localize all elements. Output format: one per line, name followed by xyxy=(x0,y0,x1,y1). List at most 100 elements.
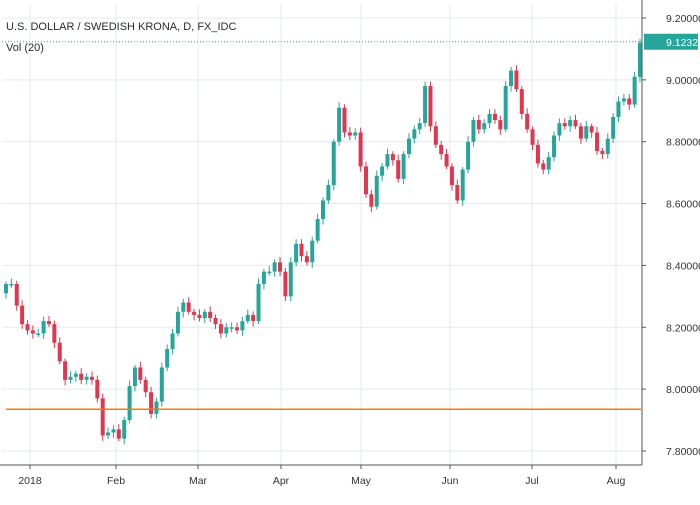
candle-body xyxy=(433,126,438,145)
candle-body xyxy=(68,376,73,380)
overlays: 9.12320 xyxy=(2,33,700,410)
candle-body xyxy=(256,283,261,322)
x-tick-label: May xyxy=(351,475,372,487)
axes: 9.20000 9.00000 8.80000 8.60000 8.40000 8.200… xyxy=(0,0,700,487)
y-tick-label: 7.80000 xyxy=(666,446,700,458)
candle-body xyxy=(552,135,557,158)
candle-body xyxy=(267,271,272,274)
candle-body xyxy=(428,86,433,127)
candle-body xyxy=(369,194,374,207)
candle-body xyxy=(406,138,411,155)
candle-body xyxy=(192,311,197,315)
candle-body xyxy=(600,150,605,155)
candle-body xyxy=(63,361,68,380)
y-tick-label: 8.00000 xyxy=(666,384,700,396)
x-tick-label: Jul xyxy=(525,475,538,487)
x-tick-label: Feb xyxy=(107,475,125,487)
candle-body xyxy=(218,324,223,334)
y-tick-label: 9.20000 xyxy=(666,13,700,25)
candle-body xyxy=(449,166,454,186)
candle-body xyxy=(546,157,551,170)
candles xyxy=(4,38,642,445)
candle-body xyxy=(272,262,277,272)
candle-body xyxy=(261,271,266,284)
candle-body xyxy=(132,367,137,387)
candle-body xyxy=(525,113,530,130)
candle-body xyxy=(288,262,293,297)
candle-body xyxy=(202,311,207,319)
candle-body xyxy=(79,373,84,380)
candle-body xyxy=(175,311,180,334)
candle-body xyxy=(224,327,229,334)
candle-body xyxy=(627,98,632,105)
candle-body xyxy=(541,163,546,170)
candle-body xyxy=(584,126,589,139)
y-tick-label: 9.00000 xyxy=(666,75,700,87)
chart-title: U.S. DOLLAR / SWEDISH KRONA, D, FX_IDC xyxy=(6,21,237,33)
candle-body xyxy=(20,305,25,325)
candle-body xyxy=(535,144,540,164)
candle-body xyxy=(331,141,336,186)
candle-body xyxy=(358,132,363,167)
candle-body xyxy=(380,166,385,176)
candle-body xyxy=(25,324,30,331)
x-tick-label: Aug xyxy=(607,475,626,487)
candle-body xyxy=(251,314,256,322)
candle-body xyxy=(390,154,395,161)
y-tick-label: 8.80000 xyxy=(666,137,700,149)
candle-body xyxy=(30,330,35,334)
candle-body xyxy=(14,283,19,306)
candle-body xyxy=(439,144,444,155)
candle-body xyxy=(482,123,487,130)
candle-body xyxy=(353,132,358,136)
candle-body xyxy=(578,126,583,139)
candle-body xyxy=(111,429,116,433)
candle-body xyxy=(514,70,519,90)
candle-body xyxy=(455,185,460,201)
candle-body xyxy=(106,432,111,436)
candle-body xyxy=(229,327,234,329)
candle-body xyxy=(138,367,143,380)
candle-body xyxy=(321,200,325,220)
candle-body xyxy=(621,98,626,102)
candle-body xyxy=(492,113,497,121)
candle-body xyxy=(89,376,94,380)
candle-body xyxy=(396,160,401,179)
candle-body xyxy=(385,154,390,167)
candle-body xyxy=(52,324,57,343)
candle-body xyxy=(315,219,320,241)
candle-body xyxy=(213,318,218,325)
candle-body xyxy=(562,123,567,127)
x-tick-label: Apr xyxy=(273,475,290,487)
candle-body xyxy=(100,398,105,436)
candle-body xyxy=(294,243,299,263)
candle-body xyxy=(374,175,379,207)
indicator-label: Vol (20) xyxy=(6,42,44,54)
candle-body xyxy=(589,126,594,133)
candle-body xyxy=(122,420,127,439)
x-tick-label: Mar xyxy=(189,475,208,487)
candle-body xyxy=(632,76,637,105)
candle-body xyxy=(46,321,51,325)
candle-body xyxy=(208,311,213,319)
candle-body xyxy=(573,120,578,127)
candle-body xyxy=(57,342,62,362)
last-price-tag xyxy=(644,33,698,50)
candle-body xyxy=(159,367,164,402)
candle-body xyxy=(9,283,14,286)
x-tick-label: Jun xyxy=(442,475,459,487)
candle-body xyxy=(337,107,342,142)
candle-body xyxy=(363,166,368,195)
candle-body xyxy=(283,271,288,297)
candle-body xyxy=(476,120,481,130)
candle-body xyxy=(170,333,175,349)
candle-body xyxy=(444,154,449,167)
candle-body xyxy=(417,123,422,130)
candle-body xyxy=(557,123,562,136)
candle-body xyxy=(186,302,191,312)
candle-body xyxy=(41,321,46,334)
candle-body xyxy=(235,327,240,331)
candle-body xyxy=(423,86,428,124)
